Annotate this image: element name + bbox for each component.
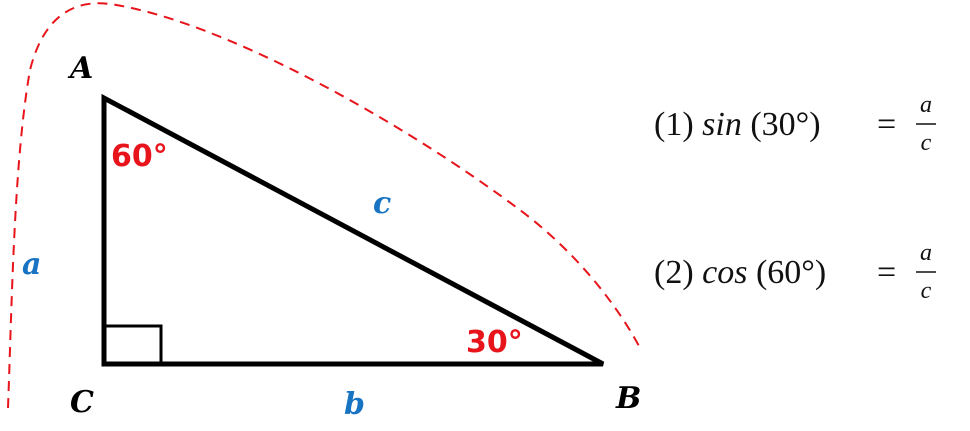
dashed-arc — [7, 2, 641, 409]
eq-number: (1) — [654, 106, 694, 143]
equation: (1) sin (30°) = a c — [654, 92, 936, 156]
eq-denominator: c — [921, 130, 932, 156]
vertex-label: B — [615, 381, 641, 416]
equation: (2) cos (60°) = a c — [654, 240, 936, 304]
right-angle-mark — [102, 324, 163, 366]
eq-function: cos — [702, 254, 747, 291]
eq-denominator: c — [921, 278, 932, 304]
equation-text: (1) sin (30°) — [654, 106, 821, 143]
vertex-label: C — [70, 385, 94, 420]
angle-label: 60° — [111, 139, 168, 174]
equation-text: (2) cos (60°) — [654, 254, 826, 291]
eq-number: (2) — [654, 254, 694, 291]
triangle — [101, 93, 605, 367]
side-label: b — [344, 387, 365, 422]
side-label: c — [373, 186, 391, 221]
eq-argument: (60°) — [756, 254, 826, 291]
eq-numerator: a — [920, 240, 932, 266]
eq-function: sin — [702, 106, 742, 143]
eq-argument: (30°) — [750, 106, 820, 143]
eq-equals: = — [877, 254, 896, 291]
side-label: a — [22, 247, 41, 282]
vertex-label: A — [67, 51, 93, 86]
eq-equals: = — [877, 106, 896, 143]
eq-numerator: a — [920, 92, 932, 118]
angle-label: 30° — [466, 325, 523, 360]
